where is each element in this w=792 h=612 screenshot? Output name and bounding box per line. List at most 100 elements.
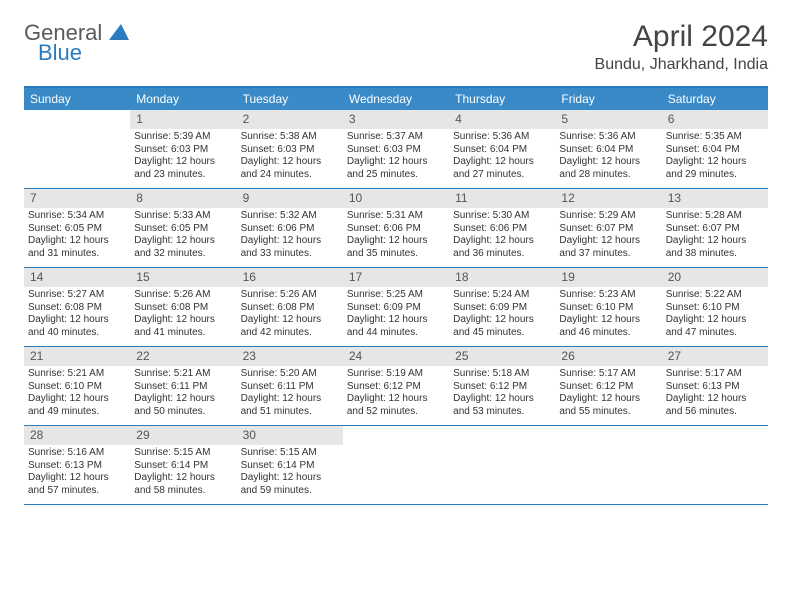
calendar-cell: 12Sunrise: 5:29 AMSunset: 6:07 PMDayligh… bbox=[555, 189, 661, 267]
cell-line: Daylight: 12 hours and 53 minutes. bbox=[453, 393, 551, 418]
cell-line: Sunset: 6:04 PM bbox=[559, 144, 657, 157]
cell-line: Sunset: 6:13 PM bbox=[666, 381, 764, 394]
cell-line: Daylight: 12 hours and 50 minutes. bbox=[134, 393, 232, 418]
calendar-cell: 18Sunrise: 5:24 AMSunset: 6:09 PMDayligh… bbox=[449, 268, 555, 346]
cell-body: Sunrise: 5:21 AMSunset: 6:11 PMDaylight:… bbox=[130, 366, 236, 422]
cell-line: Sunset: 6:06 PM bbox=[453, 223, 551, 236]
cell-line: Sunset: 6:11 PM bbox=[241, 381, 339, 394]
date-number: 18 bbox=[449, 268, 555, 287]
cell-line: Sunset: 6:03 PM bbox=[241, 144, 339, 157]
cell-line: Sunrise: 5:36 AM bbox=[559, 131, 657, 144]
date-number: 8 bbox=[130, 189, 236, 208]
cell-body: Sunrise: 5:29 AMSunset: 6:07 PMDaylight:… bbox=[555, 208, 661, 264]
cell-line: Daylight: 12 hours and 29 minutes. bbox=[666, 156, 764, 181]
calendar-cell bbox=[555, 426, 661, 504]
cell-line: Sunrise: 5:21 AM bbox=[134, 368, 232, 381]
cell-line: Sunrise: 5:33 AM bbox=[134, 210, 232, 223]
calendar-cell: 27Sunrise: 5:17 AMSunset: 6:13 PMDayligh… bbox=[662, 347, 768, 425]
cell-line: Sunset: 6:12 PM bbox=[347, 381, 445, 394]
cell-line: Daylight: 12 hours and 56 minutes. bbox=[666, 393, 764, 418]
cell-line: Sunset: 6:06 PM bbox=[241, 223, 339, 236]
cell-line: Sunrise: 5:24 AM bbox=[453, 289, 551, 302]
cell-line: Sunset: 6:05 PM bbox=[28, 223, 126, 236]
cell-line: Sunset: 6:10 PM bbox=[559, 302, 657, 315]
cell-line: Daylight: 12 hours and 33 minutes. bbox=[241, 235, 339, 260]
date-number: 12 bbox=[555, 189, 661, 208]
cell-line: Daylight: 12 hours and 51 minutes. bbox=[241, 393, 339, 418]
cell-line: Sunrise: 5:34 AM bbox=[28, 210, 126, 223]
cell-body: Sunrise: 5:27 AMSunset: 6:08 PMDaylight:… bbox=[24, 287, 130, 343]
cell-line: Sunset: 6:07 PM bbox=[559, 223, 657, 236]
date-number: 22 bbox=[130, 347, 236, 366]
calendar-cell: 20Sunrise: 5:22 AMSunset: 6:10 PMDayligh… bbox=[662, 268, 768, 346]
cell-body: Sunrise: 5:37 AMSunset: 6:03 PMDaylight:… bbox=[343, 129, 449, 185]
date-number: 20 bbox=[662, 268, 768, 287]
cell-line: Sunset: 6:08 PM bbox=[134, 302, 232, 315]
cell-body: Sunrise: 5:35 AMSunset: 6:04 PMDaylight:… bbox=[662, 129, 768, 185]
cell-body: Sunrise: 5:23 AMSunset: 6:10 PMDaylight:… bbox=[555, 287, 661, 343]
calendar-cell: 23Sunrise: 5:20 AMSunset: 6:11 PMDayligh… bbox=[237, 347, 343, 425]
calendar-cell: 22Sunrise: 5:21 AMSunset: 6:11 PMDayligh… bbox=[130, 347, 236, 425]
cell-line: Daylight: 12 hours and 57 minutes. bbox=[28, 472, 126, 497]
cell-line: Daylight: 12 hours and 25 minutes. bbox=[347, 156, 445, 181]
week-row: 1Sunrise: 5:39 AMSunset: 6:03 PMDaylight… bbox=[24, 110, 768, 189]
cell-body: Sunrise: 5:21 AMSunset: 6:10 PMDaylight:… bbox=[24, 366, 130, 422]
cell-body: Sunrise: 5:31 AMSunset: 6:06 PMDaylight:… bbox=[343, 208, 449, 264]
logo-text: General Blue bbox=[24, 20, 129, 66]
calendar-cell: 7Sunrise: 5:34 AMSunset: 6:05 PMDaylight… bbox=[24, 189, 130, 267]
calendar-cell: 25Sunrise: 5:18 AMSunset: 6:12 PMDayligh… bbox=[449, 347, 555, 425]
calendar-cell: 16Sunrise: 5:26 AMSunset: 6:08 PMDayligh… bbox=[237, 268, 343, 346]
calendar-cell: 28Sunrise: 5:16 AMSunset: 6:13 PMDayligh… bbox=[24, 426, 130, 504]
cell-line: Sunrise: 5:17 AM bbox=[559, 368, 657, 381]
calendar-cell: 2Sunrise: 5:38 AMSunset: 6:03 PMDaylight… bbox=[237, 110, 343, 188]
date-number: 7 bbox=[24, 189, 130, 208]
cell-line: Sunrise: 5:15 AM bbox=[134, 447, 232, 460]
calendar-cell bbox=[24, 110, 130, 188]
week-row: 21Sunrise: 5:21 AMSunset: 6:10 PMDayligh… bbox=[24, 347, 768, 426]
cell-body bbox=[343, 430, 449, 436]
cell-line: Sunrise: 5:17 AM bbox=[666, 368, 764, 381]
cell-line: Sunrise: 5:26 AM bbox=[134, 289, 232, 302]
day-header: Thursday bbox=[449, 88, 555, 110]
cell-line: Sunrise: 5:31 AM bbox=[347, 210, 445, 223]
cell-line: Sunset: 6:06 PM bbox=[347, 223, 445, 236]
cell-body bbox=[662, 430, 768, 436]
cell-line: Sunset: 6:07 PM bbox=[666, 223, 764, 236]
calendar-cell: 3Sunrise: 5:37 AMSunset: 6:03 PMDaylight… bbox=[343, 110, 449, 188]
date-number: 28 bbox=[24, 426, 130, 445]
cell-line: Sunset: 6:10 PM bbox=[666, 302, 764, 315]
cell-line: Sunrise: 5:26 AM bbox=[241, 289, 339, 302]
cell-body: Sunrise: 5:30 AMSunset: 6:06 PMDaylight:… bbox=[449, 208, 555, 264]
cell-line: Daylight: 12 hours and 46 minutes. bbox=[559, 314, 657, 339]
calendar: Sunday Monday Tuesday Wednesday Thursday… bbox=[24, 86, 768, 505]
cell-body: Sunrise: 5:28 AMSunset: 6:07 PMDaylight:… bbox=[662, 208, 768, 264]
date-number: 16 bbox=[237, 268, 343, 287]
calendar-cell: 8Sunrise: 5:33 AMSunset: 6:05 PMDaylight… bbox=[130, 189, 236, 267]
cell-line: Sunset: 6:08 PM bbox=[241, 302, 339, 315]
cell-line: Sunset: 6:04 PM bbox=[453, 144, 551, 157]
date-number: 29 bbox=[130, 426, 236, 445]
cell-line: Sunset: 6:08 PM bbox=[28, 302, 126, 315]
date-number: 14 bbox=[24, 268, 130, 287]
cell-line: Sunset: 6:10 PM bbox=[28, 381, 126, 394]
cell-body: Sunrise: 5:39 AMSunset: 6:03 PMDaylight:… bbox=[130, 129, 236, 185]
day-header: Monday bbox=[130, 88, 236, 110]
calendar-cell bbox=[449, 426, 555, 504]
cell-line: Sunset: 6:11 PM bbox=[134, 381, 232, 394]
cell-line: Daylight: 12 hours and 59 minutes. bbox=[241, 472, 339, 497]
day-header: Tuesday bbox=[237, 88, 343, 110]
cell-line: Daylight: 12 hours and 27 minutes. bbox=[453, 156, 551, 181]
calendar-cell: 6Sunrise: 5:35 AMSunset: 6:04 PMDaylight… bbox=[662, 110, 768, 188]
cell-line: Sunrise: 5:32 AM bbox=[241, 210, 339, 223]
cell-body: Sunrise: 5:25 AMSunset: 6:09 PMDaylight:… bbox=[343, 287, 449, 343]
cell-line: Sunset: 6:14 PM bbox=[134, 460, 232, 473]
cell-body: Sunrise: 5:38 AMSunset: 6:03 PMDaylight:… bbox=[237, 129, 343, 185]
calendar-cell: 29Sunrise: 5:15 AMSunset: 6:14 PMDayligh… bbox=[130, 426, 236, 504]
cell-line: Sunrise: 5:25 AM bbox=[347, 289, 445, 302]
calendar-cell bbox=[343, 426, 449, 504]
cell-line: Sunrise: 5:21 AM bbox=[28, 368, 126, 381]
cell-line: Daylight: 12 hours and 40 minutes. bbox=[28, 314, 126, 339]
cell-line: Sunrise: 5:30 AM bbox=[453, 210, 551, 223]
cell-line: Sunrise: 5:15 AM bbox=[241, 447, 339, 460]
cell-line: Sunset: 6:04 PM bbox=[666, 144, 764, 157]
